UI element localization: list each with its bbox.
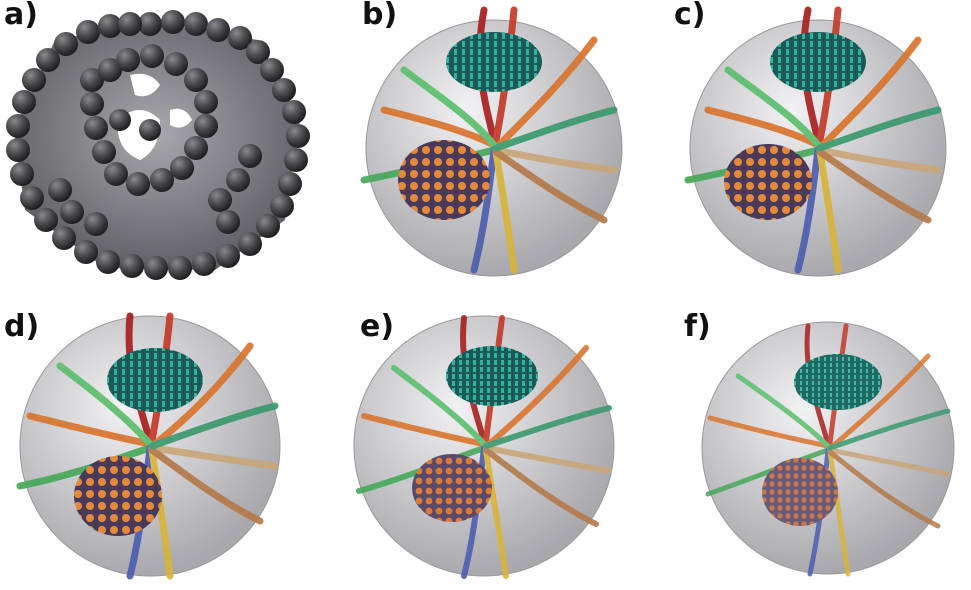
panel-label-e: e): [360, 309, 395, 344]
bundle-orange: [819, 36, 922, 149]
bundle-yellow: [492, 148, 518, 274]
bundle-blue: [794, 146, 822, 274]
teal-spike-cluster: [770, 32, 866, 92]
panel-f: f): [648, 296, 968, 590]
panel-label-c: c): [674, 0, 706, 32]
bundle-yellow: [483, 447, 509, 579]
bundle-tan-2: [492, 148, 608, 224]
bundle-green-3: [492, 106, 618, 152]
fiber-bundle-render: [684, 6, 947, 277]
bundle-blue: [470, 146, 498, 274]
bundle-tan-2: [483, 447, 599, 527]
bundle-tan: [816, 146, 942, 174]
bundle-tan: [492, 146, 618, 174]
bundle-green: [705, 447, 831, 497]
dot-cluster: [398, 140, 490, 220]
shell-hole-3: [170, 108, 192, 128]
bundle-tan: [827, 447, 951, 477]
bundle-tan: [148, 444, 279, 470]
fiber-bundle-render: [16, 312, 281, 580]
bundle-tan-2: [816, 148, 932, 224]
bundle-green-2: [735, 373, 831, 449]
dot-cluster: [412, 454, 492, 522]
panel-a: a): [0, 0, 320, 294]
teal-spike-cluster: [107, 348, 203, 412]
panel-label-f: f): [684, 309, 711, 344]
fiber-bundle-render: [353, 315, 615, 579]
bundle-tan-2: [827, 449, 941, 529]
panel-label-d: d): [4, 309, 40, 344]
bundle-green-3: [148, 402, 279, 450]
bead-ring: [6, 10, 310, 280]
bundle-orange: [486, 345, 589, 447]
bundle-green-3: [827, 408, 951, 451]
bundle-orange-2: [380, 106, 498, 149]
bead-shell-render: [6, 10, 310, 280]
panel-c: c): [648, 0, 968, 294]
panel-d: d): [0, 296, 320, 590]
bundle-green-3: [483, 405, 612, 449]
panel-e: e): [324, 296, 644, 590]
bundle-orange-2: [26, 412, 154, 448]
bundle-orange: [151, 342, 254, 448]
bundle-orange-2: [704, 106, 822, 149]
teal-spike-cluster: [794, 354, 882, 410]
bundle-green-2: [56, 362, 154, 448]
bundle-orange-2: [707, 415, 831, 449]
teal-spike-cluster: [446, 32, 542, 92]
panel-label-a: a): [4, 0, 38, 32]
bundle-orange: [495, 36, 598, 149]
bundle-yellow: [148, 446, 174, 580]
teal-spike-cluster: [446, 346, 538, 406]
dot-cluster: [724, 144, 812, 220]
bundle-green-2: [400, 66, 498, 149]
shell-hole-2: [130, 73, 160, 97]
dot-cluster: [762, 458, 838, 526]
bundle-green-2: [391, 365, 487, 447]
bundle-yellow: [827, 449, 851, 577]
panel-label-b: b): [362, 0, 398, 32]
panel-b: b): [324, 0, 644, 294]
bundle-green-2: [724, 66, 822, 149]
dot-cluster: [74, 456, 162, 536]
bundle-orange: [830, 353, 931, 449]
bundle-orange-2: [361, 413, 487, 447]
bundle-yellow: [816, 148, 842, 274]
fiber-bundle-render: [701, 321, 955, 577]
bundle-tan-2: [148, 446, 264, 525]
fiber-bundle-render: [360, 6, 623, 277]
bundle-tan: [483, 445, 612, 474]
bundle-green-3: [816, 106, 942, 152]
